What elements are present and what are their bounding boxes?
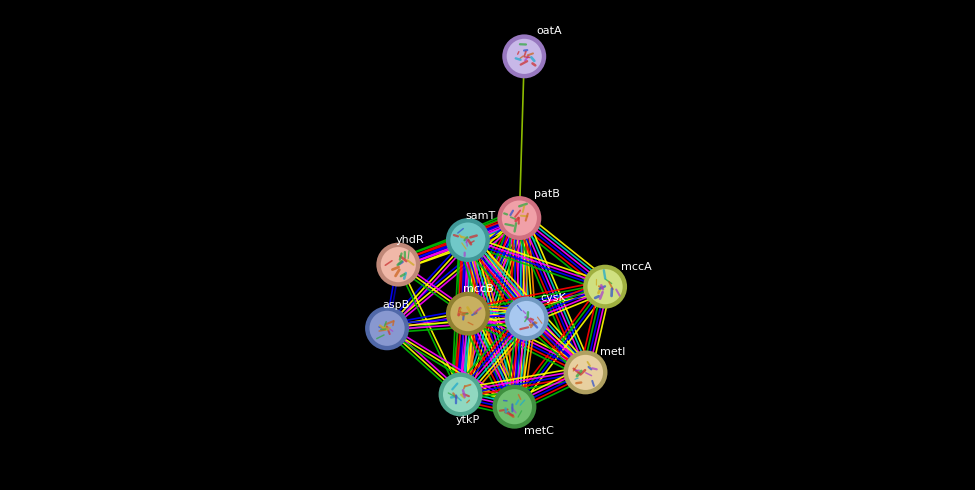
Text: patB: patB bbox=[534, 189, 560, 198]
Circle shape bbox=[566, 354, 604, 391]
Circle shape bbox=[505, 296, 549, 341]
Text: yhdR: yhdR bbox=[396, 235, 424, 245]
Circle shape bbox=[376, 243, 420, 287]
Text: metI: metI bbox=[601, 347, 626, 357]
Circle shape bbox=[449, 221, 487, 259]
Circle shape bbox=[564, 350, 607, 394]
Text: ytkP: ytkP bbox=[455, 416, 480, 425]
Circle shape bbox=[506, 38, 543, 75]
Text: mccB: mccB bbox=[463, 284, 493, 294]
Text: metC: metC bbox=[525, 426, 554, 436]
Circle shape bbox=[501, 199, 538, 237]
Circle shape bbox=[583, 265, 627, 309]
Circle shape bbox=[496, 388, 533, 425]
Text: mccA: mccA bbox=[621, 262, 651, 272]
Text: aspB: aspB bbox=[382, 300, 409, 310]
Circle shape bbox=[446, 292, 489, 336]
Circle shape bbox=[379, 246, 417, 283]
Circle shape bbox=[369, 310, 406, 347]
Text: samT: samT bbox=[465, 211, 495, 220]
Text: oatA: oatA bbox=[536, 26, 563, 36]
Circle shape bbox=[446, 218, 489, 262]
Circle shape bbox=[497, 196, 541, 240]
Circle shape bbox=[439, 372, 483, 416]
Circle shape bbox=[587, 268, 624, 305]
Circle shape bbox=[442, 376, 479, 413]
Circle shape bbox=[365, 306, 409, 350]
Circle shape bbox=[502, 34, 546, 78]
Circle shape bbox=[508, 300, 545, 337]
Circle shape bbox=[492, 385, 536, 429]
Text: cysK: cysK bbox=[540, 293, 566, 303]
Circle shape bbox=[449, 295, 487, 332]
